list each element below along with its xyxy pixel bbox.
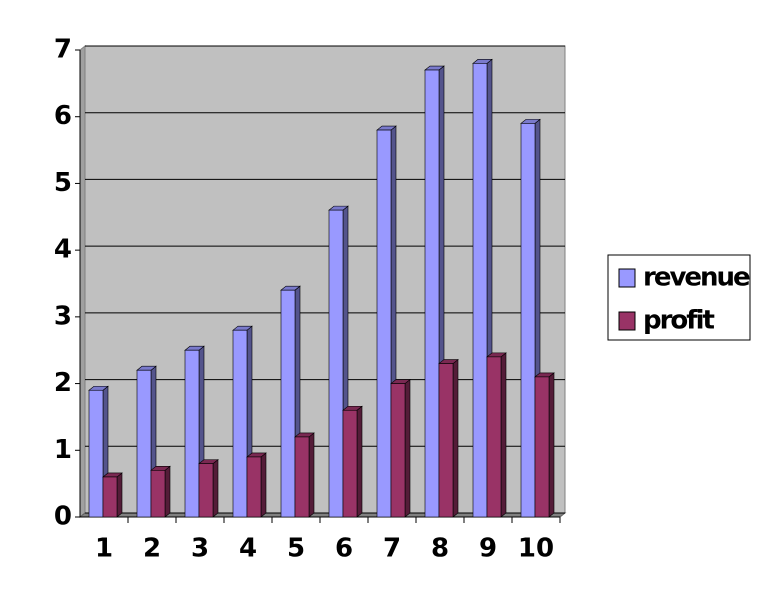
bar-side [404, 378, 411, 518]
x-tick-label: 6 [335, 534, 353, 564]
bar-side [260, 452, 267, 518]
x-tick-label: 4 [239, 534, 257, 564]
x-tick-label: 8 [431, 534, 449, 564]
bar [198, 463, 214, 518]
x-tick-label: 10 [518, 534, 554, 564]
x-tick-label: 7 [383, 534, 401, 564]
x-tick-label: 9 [479, 534, 497, 564]
x-tick-label: 3 [191, 534, 209, 564]
bar [472, 63, 488, 518]
x-tick-label: 2 [143, 534, 161, 564]
y-tick-label: 3 [54, 301, 72, 331]
y-tick-label: 5 [54, 168, 72, 198]
bar [246, 456, 262, 518]
y-tick-label: 0 [54, 502, 72, 532]
bar-side [356, 405, 363, 518]
bar [390, 383, 406, 518]
bar [232, 329, 248, 518]
bar [376, 129, 392, 518]
bar [184, 349, 200, 518]
bar-side [452, 358, 459, 518]
legend-swatch [618, 268, 636, 288]
y-tick-label: 6 [54, 101, 72, 131]
bar-side [500, 352, 507, 518]
bar-side [116, 472, 123, 518]
x-tick-label: 5 [287, 534, 305, 564]
bar [438, 363, 454, 518]
legend-label: profit [643, 306, 715, 336]
bar [150, 469, 166, 518]
legend-label: revenue [643, 263, 750, 293]
bar-side [164, 465, 171, 518]
bar [520, 123, 536, 518]
bar [136, 369, 152, 518]
bar [534, 376, 550, 518]
legend-swatch [618, 311, 636, 331]
bar [102, 476, 118, 518]
y-tick-label: 4 [54, 235, 72, 265]
y-tick-label: 1 [54, 435, 72, 465]
bar-side [212, 459, 219, 518]
bar [424, 69, 440, 518]
x-tick-label: 1 [95, 534, 113, 564]
bar [280, 289, 296, 518]
side-wall [79, 44, 86, 519]
bar-side [548, 372, 555, 518]
bar [486, 356, 502, 518]
bar [88, 389, 104, 518]
y-tick-label: 2 [54, 368, 72, 398]
bar [342, 409, 358, 518]
bar [294, 436, 310, 518]
bar-side [308, 432, 315, 518]
y-tick-label: 7 [54, 35, 72, 65]
bar [328, 209, 344, 518]
